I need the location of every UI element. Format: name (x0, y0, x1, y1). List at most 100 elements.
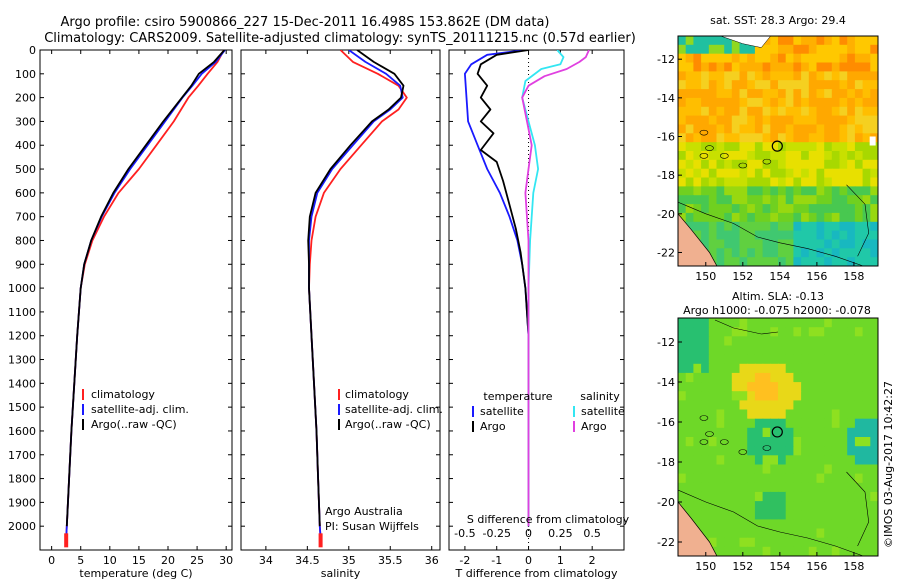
map-cell (731, 418, 741, 429)
map-cell (693, 159, 702, 170)
map-cell (693, 124, 702, 134)
map-cell (716, 528, 725, 539)
map-cell (870, 257, 878, 266)
map-cell (785, 455, 794, 466)
y-tick-label: 0 (29, 44, 36, 57)
map-cell (816, 97, 825, 108)
map-cell (785, 418, 794, 429)
map-cell (770, 409, 779, 420)
map-cell (831, 427, 841, 438)
map-cell (754, 106, 764, 117)
map-cell (693, 195, 702, 205)
map-cell (739, 446, 748, 456)
map-cell (754, 437, 764, 447)
map-cell (708, 151, 718, 161)
map-cell (770, 537, 779, 548)
map-cell (716, 336, 725, 347)
map-cell (747, 510, 756, 520)
map-cell (739, 230, 748, 240)
map-cell (854, 80, 864, 90)
map-cell (801, 195, 810, 205)
map-cell (870, 400, 878, 411)
map-cell (701, 239, 710, 249)
map-cell (862, 446, 871, 456)
map-cell (731, 363, 741, 374)
map-cell (816, 546, 825, 556)
map-cell (754, 168, 764, 179)
map-cell (870, 482, 878, 493)
map-cell (693, 382, 702, 392)
map-cell (839, 133, 848, 143)
map-cell (731, 391, 741, 401)
map-cell (724, 519, 733, 530)
map-cell (754, 177, 764, 187)
map-cell (808, 427, 818, 438)
series-line-temperature-argo (476, 50, 530, 527)
map-cell (854, 204, 864, 214)
map-cell (701, 80, 710, 90)
map-cell (678, 186, 687, 196)
map-cell (716, 106, 725, 117)
map-cell (778, 464, 787, 475)
map-cell (685, 221, 694, 232)
map-cell (701, 464, 710, 475)
salinity-panel: 34 34.5 35 35.5 36 salinity climatology satelli… (240, 49, 443, 580)
map-cell (716, 133, 725, 143)
map-cell (708, 482, 718, 493)
map-cell (770, 142, 779, 152)
map-cell (831, 159, 841, 170)
map-cell (754, 62, 764, 72)
series-group (65, 50, 226, 539)
map-cell (816, 354, 825, 365)
map-cell (693, 177, 702, 187)
map-cell (708, 195, 718, 205)
map-cell (808, 248, 818, 258)
map-cell (831, 336, 841, 347)
map-cell (770, 455, 779, 466)
map-cell (793, 115, 802, 125)
map-cell (801, 230, 810, 240)
plot-frame (448, 49, 625, 551)
x-tick-label: 154 (769, 270, 790, 283)
map-cell (678, 382, 687, 392)
map-cell (685, 195, 694, 205)
map-cell (731, 464, 741, 475)
map-cell (762, 248, 771, 258)
x-tick-label: 156 (806, 270, 827, 283)
reef-outline (738, 449, 748, 455)
map-cell (754, 230, 764, 240)
map-cell (824, 345, 833, 356)
x-axis-label: temperature (deg C) (79, 567, 192, 580)
map-cell (716, 53, 725, 64)
map-cell (731, 248, 741, 258)
map-cell (778, 168, 787, 179)
map-cell (785, 546, 794, 556)
map-cell (785, 382, 794, 392)
map-cell (693, 400, 702, 411)
map-cell (831, 248, 841, 258)
map-cell (693, 36, 702, 46)
map-cell (824, 491, 833, 502)
series-group (463, 50, 590, 527)
map-cell (724, 482, 733, 493)
x-tick-label: 35 (342, 554, 356, 567)
map-cell (824, 89, 833, 99)
map-cell (839, 372, 848, 383)
map-cell (678, 418, 687, 429)
map-cell (801, 133, 810, 143)
map-cell (716, 473, 725, 484)
map-cell (839, 363, 848, 374)
map-cell (708, 345, 718, 356)
map-cell (708, 106, 718, 117)
map-cell (724, 159, 733, 170)
map-cell (824, 124, 833, 134)
map-cell (754, 89, 764, 99)
legend-swatch (82, 389, 84, 400)
map-cell (678, 400, 687, 411)
map-cell (870, 446, 878, 456)
map-cell (862, 546, 871, 556)
map-cell (716, 372, 725, 383)
map-cell (731, 491, 741, 502)
map-cell (716, 501, 725, 511)
map-cell (678, 336, 687, 347)
